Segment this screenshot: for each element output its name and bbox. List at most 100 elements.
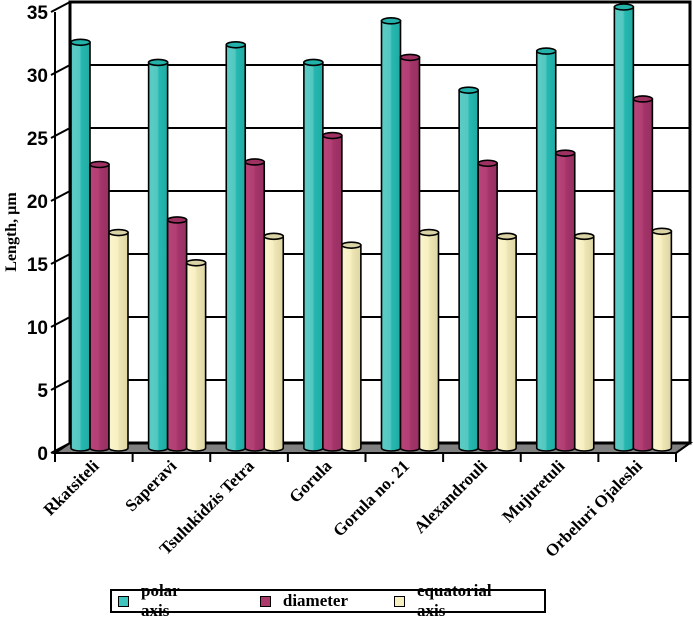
bar <box>166 216 188 452</box>
y-tick-label: 10 <box>27 318 48 339</box>
bar-body <box>477 162 498 452</box>
bar-body <box>303 61 324 452</box>
bars <box>70 3 673 452</box>
bar-body <box>225 44 247 452</box>
bar-body <box>496 235 517 452</box>
bar-body <box>244 161 266 452</box>
legend-label: polar axis <box>140 581 180 620</box>
x-category-label: Saperavi <box>121 456 180 515</box>
bar <box>418 228 440 452</box>
y-tick-label: 0 <box>37 444 48 465</box>
legend-swatch-diameter <box>259 595 271 607</box>
legend-item-equatorial-axis: equatorial axis <box>394 581 524 621</box>
bar <box>225 40 247 452</box>
bar <box>244 158 266 452</box>
y-tick <box>50 253 71 265</box>
y-tick-label: 5 <box>37 381 48 402</box>
bar <box>651 227 673 452</box>
y-tick <box>50 190 71 202</box>
bar-body <box>573 235 595 452</box>
bar-top <box>399 53 421 62</box>
y-tick-labels: 0 5 10 15 20 25 30 35 <box>27 3 49 465</box>
bar-body <box>147 61 169 452</box>
bar <box>70 38 91 452</box>
bar-top <box>147 58 169 67</box>
y-tick-label: 30 <box>27 66 48 87</box>
bar-body <box>554 152 576 452</box>
bar-top <box>185 258 207 267</box>
y-tick-label: 35 <box>27 3 49 24</box>
bar <box>477 159 498 452</box>
bar-top <box>496 232 517 241</box>
bar-top <box>458 86 479 94</box>
bar-body <box>108 231 129 452</box>
y-tick-label: 20 <box>27 192 48 213</box>
y-tick <box>50 127 71 139</box>
bar <box>613 3 635 452</box>
bar-top <box>89 160 110 169</box>
x-category-label: Gorula no. 21 <box>329 456 413 540</box>
bar <box>185 258 207 452</box>
y-axis-label: Length, µm <box>3 192 20 272</box>
bar-top <box>418 228 440 237</box>
bar-top <box>651 227 673 236</box>
bar-body <box>380 20 402 452</box>
legend-label: equatorial axis <box>416 581 492 620</box>
x-category-label: Gorula <box>285 456 336 507</box>
bar-body <box>651 230 673 452</box>
bar-body <box>341 244 362 452</box>
bar-top <box>322 131 343 140</box>
bar-top <box>554 149 576 157</box>
bar-top <box>303 58 324 67</box>
bar-top <box>573 232 595 241</box>
bar <box>303 58 324 452</box>
bar-top <box>341 241 362 249</box>
y-tick <box>50 442 71 454</box>
bar-body <box>166 219 188 452</box>
bar <box>573 232 595 452</box>
bar-top <box>477 159 498 168</box>
bar <box>399 53 421 452</box>
bar-body <box>70 41 91 452</box>
bar-top <box>263 232 285 241</box>
bar-top <box>632 95 654 103</box>
bar-body <box>535 50 557 452</box>
y-tick <box>50 379 71 391</box>
x-category-label: Rkatsiteli <box>40 456 103 519</box>
bar-body <box>263 235 285 452</box>
bar <box>147 58 169 452</box>
bar-body <box>185 261 207 452</box>
bar <box>341 241 362 452</box>
bar-top <box>166 216 188 224</box>
bar-body <box>399 56 421 452</box>
x-category-label: Alexandrouli <box>410 456 491 537</box>
bar <box>496 232 517 452</box>
bar-body <box>89 163 110 452</box>
bar-top <box>613 3 635 11</box>
bar <box>554 149 576 452</box>
legend-label: diameter <box>282 591 348 610</box>
legend: polar axis diameter equatorial axis <box>110 581 546 620</box>
legend-item-diameter: diameter <box>259 591 348 611</box>
axes <box>50 1 677 462</box>
bar-top <box>380 17 402 25</box>
bar <box>535 47 557 452</box>
legend-swatch-polar-axis <box>118 595 129 607</box>
bar <box>458 86 479 452</box>
bar <box>322 131 343 452</box>
bar-body <box>418 231 440 452</box>
bar-body <box>613 6 635 452</box>
y-tick <box>50 1 71 13</box>
bar-top <box>535 47 557 55</box>
bar <box>632 95 654 452</box>
bar-body <box>322 134 343 452</box>
bar <box>108 228 129 452</box>
bar <box>263 232 285 452</box>
y-tick <box>50 64 71 76</box>
bar <box>89 160 110 452</box>
legend-item-polar-axis: polar axis <box>118 581 212 621</box>
bar <box>380 17 402 452</box>
bar-top <box>108 228 129 237</box>
